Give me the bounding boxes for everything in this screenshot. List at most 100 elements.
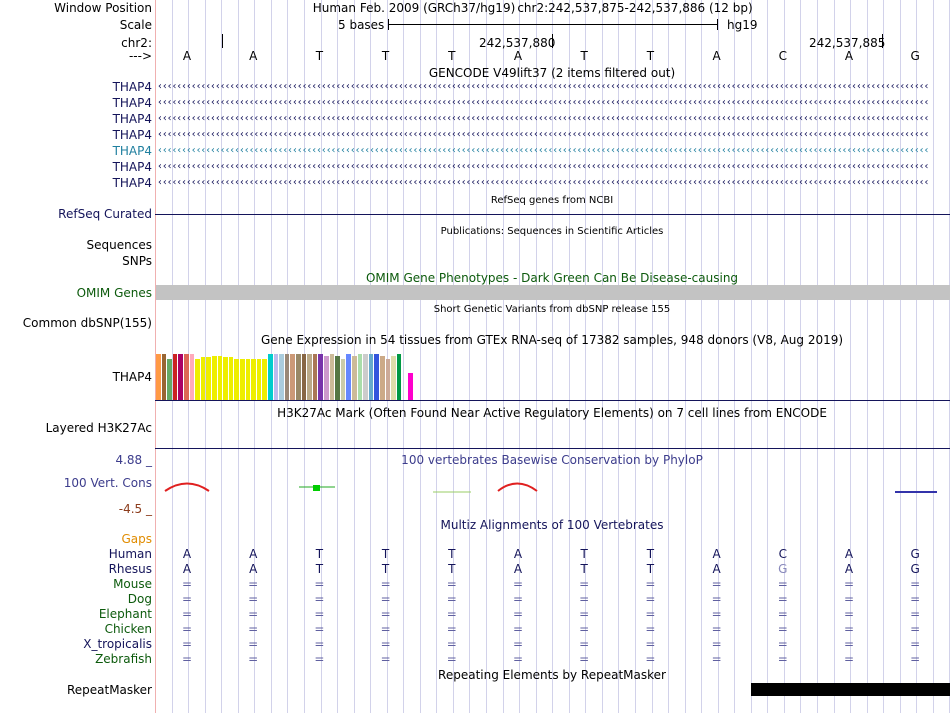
gencode-item-label[interactable]: THAP4 xyxy=(112,80,152,94)
gtex-tissue-bar[interactable] xyxy=(301,353,307,400)
gtex-tissue-bar[interactable] xyxy=(156,353,161,400)
gtex-tissue-bar[interactable] xyxy=(195,359,200,400)
gtex-tissue-bar[interactable] xyxy=(251,359,256,400)
gtex-tissue-bar[interactable] xyxy=(368,353,374,400)
cons-label[interactable]: 100 Vert. Cons xyxy=(63,476,152,490)
grid-line xyxy=(783,0,785,713)
gtex-tissue-bar[interactable] xyxy=(184,353,189,400)
species-label[interactable]: Chicken xyxy=(104,622,152,636)
refseq-gene-line[interactable] xyxy=(155,214,950,215)
gtex-tissue-bar[interactable] xyxy=(256,359,262,400)
omim-label[interactable]: OMIM Genes xyxy=(76,286,152,300)
gtex-tissue-bar[interactable] xyxy=(273,353,279,400)
rhesus-base: G xyxy=(778,562,788,576)
base-letter: C xyxy=(778,49,787,63)
gencode-item-label[interactable]: THAP4 xyxy=(112,96,152,110)
gtex-tissue-bar[interactable] xyxy=(290,353,295,400)
gtex-tissue-bar[interactable] xyxy=(206,357,211,400)
gtex-tissue-bar[interactable] xyxy=(268,353,273,400)
gencode-item-label[interactable]: THAP4 xyxy=(112,160,152,174)
gencode-transcript-arrows[interactable]: ‹‹‹‹‹‹‹‹‹‹‹‹‹‹‹‹‹‹‹‹‹‹‹‹‹‹‹‹‹‹‹‹‹‹‹‹‹‹‹‹… xyxy=(157,129,929,140)
gencode-item-label[interactable]: THAP4 xyxy=(112,128,152,142)
gtex-tissue-bar[interactable] xyxy=(329,353,335,400)
gtex-tissue-bar[interactable] xyxy=(324,355,329,400)
gtex-tissue-bar[interactable] xyxy=(212,355,217,400)
gtex-tissue-bar[interactable] xyxy=(346,353,351,400)
repeatmasker-label[interactable]: RepeatMasker xyxy=(66,683,152,697)
gtex-tissue-bar[interactable] xyxy=(352,355,357,400)
gtex-tissue-bar[interactable] xyxy=(335,355,340,400)
gaps-label[interactable]: Gaps xyxy=(121,532,152,546)
gtex-tissue-bar[interactable] xyxy=(167,359,172,400)
gencode-transcript-arrows[interactable]: ‹‹‹‹‹‹‹‹‹‹‹‹‹‹‹‹‹‹‹‹‹‹‹‹‹‹‹‹‹‹‹‹‹‹‹‹‹‹‹‹… xyxy=(157,161,929,172)
gtex-tissue-bar[interactable] xyxy=(279,353,284,400)
gtex-tissue-bar[interactable] xyxy=(228,357,234,400)
gtex-tissue-bar[interactable] xyxy=(391,355,396,400)
gtex-tissue-bar[interactable] xyxy=(312,353,318,400)
gtex-tissue-bar[interactable] xyxy=(200,357,206,400)
gap-symbol: = xyxy=(843,577,855,591)
gap-symbol: = xyxy=(181,607,193,621)
gtex-tissue-bar[interactable] xyxy=(380,355,385,400)
grid-line xyxy=(469,0,471,713)
gtex-tissue-bar[interactable] xyxy=(296,353,301,400)
gtex-tissue-bar[interactable] xyxy=(318,353,323,400)
grid-line xyxy=(237,0,239,713)
gencode-transcript-arrows[interactable]: ‹‹‹‹‹‹‹‹‹‹‹‹‹‹‹‹‹‹‹‹‹‹‹‹‹‹‹‹‹‹‹‹‹‹‹‹‹‹‹‹… xyxy=(157,145,929,156)
species-label[interactable]: Elephant xyxy=(98,607,152,621)
species-label[interactable]: X_tropicalis xyxy=(83,637,152,651)
omim-gene-bar[interactable] xyxy=(156,285,950,300)
human-base: A xyxy=(712,547,721,561)
gap-symbol: = xyxy=(579,607,590,621)
refseq-label[interactable]: RefSeq Curated xyxy=(58,207,152,221)
cons-max-label: 4.88 _ xyxy=(115,453,152,467)
species-label[interactable]: Human xyxy=(108,547,152,561)
gtex-tissue-bar[interactable] xyxy=(234,359,239,400)
species-label[interactable]: Zebrafish xyxy=(95,652,152,666)
gtex-tissue-bar[interactable] xyxy=(396,353,402,400)
species-label[interactable]: Mouse xyxy=(113,577,152,591)
species-label[interactable]: Rhesus xyxy=(108,562,152,576)
base-letter: A xyxy=(182,49,192,63)
gap-symbol: = xyxy=(910,622,921,636)
gtex-tissue-bar[interactable] xyxy=(172,353,178,400)
gtex-tissue-bar[interactable] xyxy=(223,357,228,400)
dbsnp-label[interactable]: Common dbSNP(155) xyxy=(22,316,152,330)
scale-bar-left-tick xyxy=(388,19,389,30)
gencode-transcript-arrows[interactable]: ‹‹‹‹‹‹‹‹‹‹‹‹‹‹‹‹‹‹‹‹‹‹‹‹‹‹‹‹‹‹‹‹‹‹‹‹‹‹‹‹… xyxy=(157,113,929,124)
gtex-tissue-bar[interactable] xyxy=(178,353,183,400)
gtex-tissue-bar[interactable] xyxy=(385,359,391,400)
cons-signal[interactable] xyxy=(155,480,950,496)
cons-peak-1 xyxy=(164,482,210,492)
gencode-transcript-arrows[interactable]: ‹‹‹‹‹‹‹‹‹‹‹‹‹‹‹‹‹‹‹‹‹‹‹‹‹‹‹‹‹‹‹‹‹‹‹‹‹‹‹‹… xyxy=(157,81,929,92)
gtex-tissue-bar[interactable] xyxy=(161,353,167,400)
rhesus-base: T xyxy=(315,562,324,576)
grid-line xyxy=(568,0,570,713)
gtex-tissue-bar[interactable] xyxy=(374,353,379,400)
repeat-element-block[interactable] xyxy=(751,683,950,696)
gtex-tissue-bar[interactable] xyxy=(240,359,245,400)
gtex-tissue-bar[interactable] xyxy=(284,353,290,400)
left-margin-line xyxy=(155,0,156,713)
species-label[interactable]: Dog xyxy=(127,592,152,606)
gtex-tissue-bar[interactable] xyxy=(363,353,368,400)
gencode-transcript-arrows[interactable]: ‹‹‹‹‹‹‹‹‹‹‹‹‹‹‹‹‹‹‹‹‹‹‹‹‹‹‹‹‹‹‹‹‹‹‹‹‹‹‹‹… xyxy=(157,97,929,108)
gencode-item-label[interactable]: THAP4 xyxy=(112,112,152,126)
gtex-tissue-bar[interactable] xyxy=(357,353,363,400)
grid-line xyxy=(618,0,620,713)
snps-label[interactable]: SNPs xyxy=(122,254,152,268)
gtex-tissue-bar[interactable] xyxy=(340,359,346,400)
h3k27ac-label[interactable]: Layered H3K27Ac xyxy=(45,421,152,435)
gtex-tissue-bar[interactable] xyxy=(245,359,251,400)
gtex-tissue-bar[interactable] xyxy=(408,372,413,400)
gencode-item-label[interactable]: THAP4 xyxy=(112,144,152,158)
gencode-transcript-arrows[interactable]: ‹‹‹‹‹‹‹‹‹‹‹‹‹‹‹‹‹‹‹‹‹‹‹‹‹‹‹‹‹‹‹‹‹‹‹‹‹‹‹‹… xyxy=(157,177,929,188)
gtex-tissue-bar[interactable] xyxy=(189,353,195,400)
gencode-item-label[interactable]: THAP4 xyxy=(112,176,152,190)
gtex-gene-label[interactable]: THAP4 xyxy=(112,370,152,384)
gtex-tissue-bar[interactable] xyxy=(262,359,267,400)
sequences-label[interactable]: Sequences xyxy=(86,238,152,252)
gtex-tissue-bar[interactable] xyxy=(307,353,312,400)
gtex-bar-chart[interactable] xyxy=(156,350,556,400)
gtex-tissue-bar[interactable] xyxy=(217,355,223,400)
